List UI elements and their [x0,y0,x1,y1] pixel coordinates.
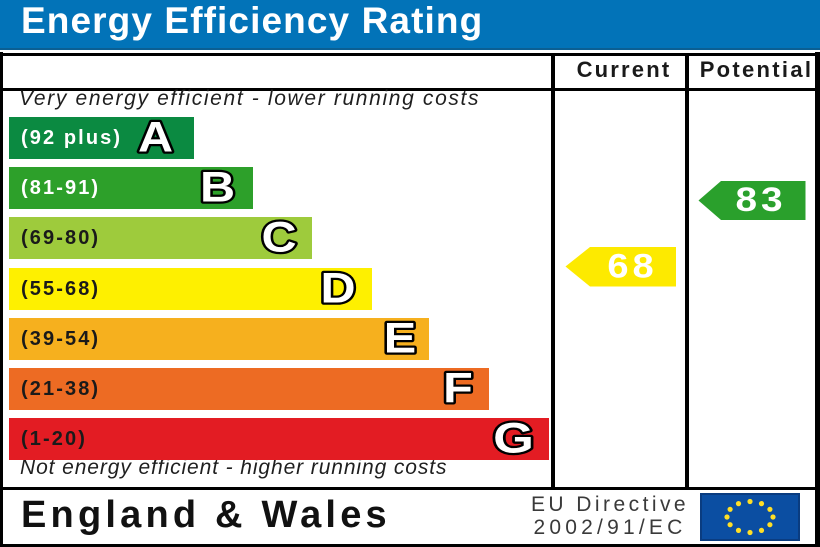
svg-text:F: F [443,363,473,412]
svg-text:C: C [261,212,296,261]
svg-text:83: 83 [735,180,786,218]
svg-text:68: 68 [607,246,657,285]
svg-text:G: G [493,415,534,463]
svg-text:E: E [384,313,416,362]
svg-text:D: D [320,263,355,312]
svg-text:B: B [200,162,235,211]
svg-text:A: A [138,112,173,161]
